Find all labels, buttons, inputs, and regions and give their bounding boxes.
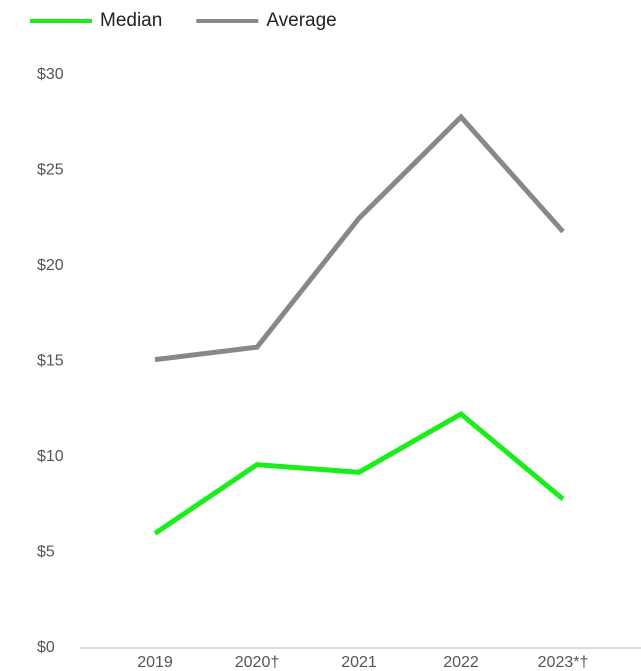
y-tick-label: $15 [37, 353, 64, 370]
x-tick-label: 2022 [443, 654, 479, 671]
y-tick-label: $0 [37, 639, 55, 656]
x-tick-label: 2019 [137, 654, 173, 671]
x-tick-label: 2023*† [538, 654, 589, 671]
x-tick-label: 2020† [235, 654, 280, 671]
y-tick-label: $30 [37, 66, 64, 83]
y-tick-label: $25 [37, 162, 64, 179]
legend-label: Average [266, 10, 336, 31]
y-tick-label: $20 [37, 257, 64, 274]
series-line [154, 113, 565, 363]
x-tick-label: 2021 [341, 654, 377, 671]
legend-label: Median [100, 10, 162, 31]
series-line [153, 410, 565, 536]
y-tick-label: $10 [37, 448, 64, 465]
y-tick-label: $5 [37, 544, 55, 561]
